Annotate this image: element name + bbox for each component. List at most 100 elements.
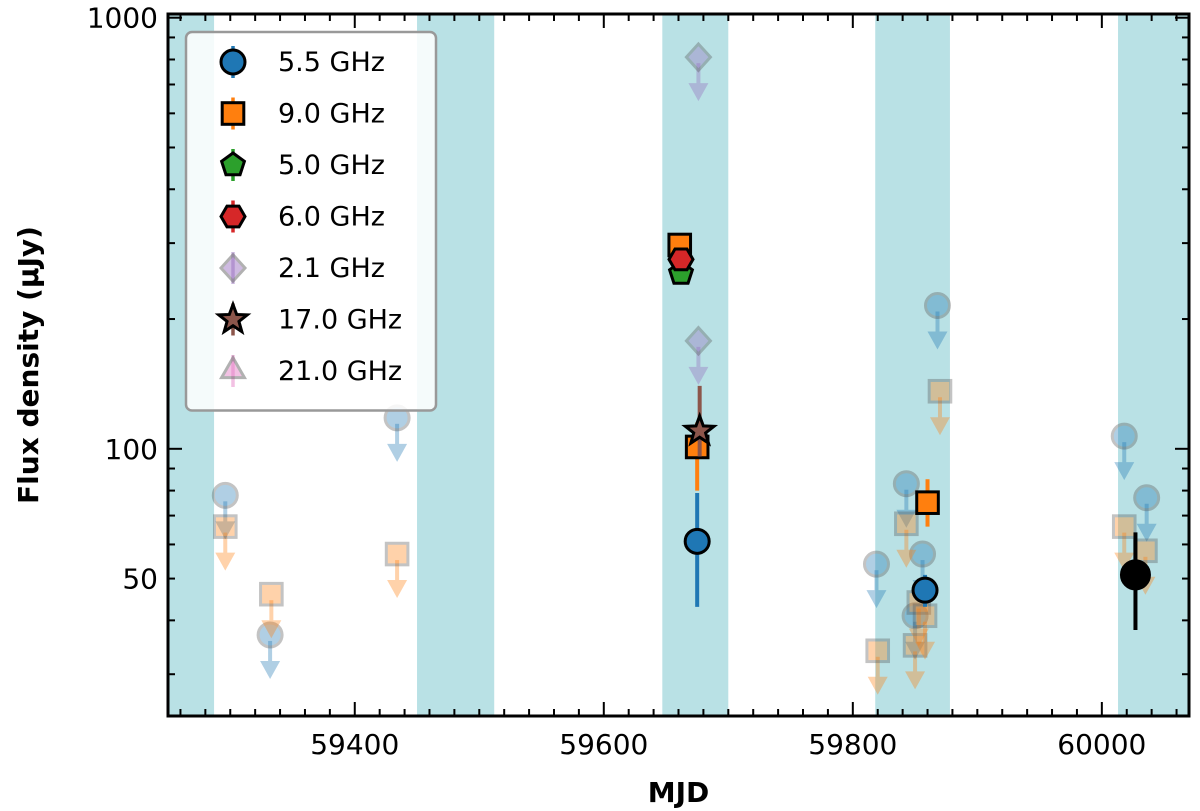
legend-entry-6-0-ghz-label: 6.0 GHz <box>278 202 385 233</box>
detection-17-0-ghz-marker <box>681 411 719 447</box>
upper-limit-9-0-ghz-marker <box>894 511 919 537</box>
upper-limit-5-5-ghz-arrow-head <box>1114 462 1135 481</box>
legend-box <box>184 30 438 412</box>
plot-frame <box>166 12 1191 718</box>
upper-limit-9-0-ghz-marker <box>927 378 953 404</box>
shaded-interval-3 <box>875 14 950 716</box>
upper-limit-2-1-ghz-arrow <box>688 63 709 102</box>
x-tick-label: 60000 <box>1057 728 1146 761</box>
legend-entry-9-0-ghz-marker <box>220 101 246 126</box>
upper-limit-9-0-ghz-arrow-head <box>929 417 950 436</box>
upper-limit-9-0-ghz-marker <box>912 603 938 629</box>
detection-combined-marker <box>1119 559 1151 591</box>
y-tick-label: 100 <box>105 433 158 466</box>
upper-limit-9-0-ghz-arrow <box>929 397 950 436</box>
legend-entry-21-0-ghz-label: 21.0 GHz <box>278 356 402 387</box>
legend-entry-5-0-ghz-marker <box>219 151 247 177</box>
y-tick-label: 1000 <box>87 2 158 35</box>
upper-limit-9-0-ghz-arrow-head <box>1114 552 1135 571</box>
upper-limit-2-1-ghz-marker <box>684 325 713 357</box>
upper-limit-5-5-ghz-arrow-head <box>927 331 948 350</box>
upper-limit-9-0-ghz-arrow <box>261 600 282 639</box>
x-axis-title: MJD <box>648 776 710 809</box>
upper-limit-9-0-ghz-marker <box>1111 514 1137 539</box>
upper-limit-9-0-ghz-marker <box>865 638 891 664</box>
legend-entry-5-5-ghz-marker <box>219 48 247 76</box>
upper-limit-9-0-ghz-arrow <box>867 656 888 695</box>
legend-entry-5-5-ghz-label: 5.5 GHz <box>278 47 385 78</box>
upper-limit-9-0-ghz-arrow <box>1114 532 1135 571</box>
legend-entry-6-0-ghz-marker <box>219 204 247 229</box>
y-axis-title: Flux density (μJy) <box>12 226 45 504</box>
detection-6-0-ghz-marker <box>667 247 695 272</box>
legend-entry-5-0-ghz-label: 5.0 GHz <box>278 150 385 181</box>
legend: 5.5 GHz 9.0 GHz 5.0 GHz 6.0 GHz 2.1 GHz 17.0 … <box>184 30 438 412</box>
upper-limit-9-0-ghz-marker <box>1133 538 1158 564</box>
upper-limit-9-0-ghz-arrow-head <box>867 676 888 695</box>
observation-window-shading <box>168 14 1189 716</box>
upper-limit-9-0-ghz-arrow-head <box>387 580 408 599</box>
upper-limit-9-0-ghz-arrow-head <box>215 552 236 571</box>
upper-limit-5-5-ghz-arrow <box>905 621 926 660</box>
detection-9-0-ghz-marker <box>915 490 940 515</box>
upper-limit-9-0-ghz-marker <box>384 541 410 567</box>
upper-limit-9-0-ghz-arrow-head <box>905 671 926 690</box>
upper-limit-9-0-ghz-arrow <box>908 608 929 647</box>
upper-limit-5-5-ghz-marker <box>862 550 890 578</box>
upper-limit-5-5-ghz-arrow <box>1136 503 1157 542</box>
upper-limit-9-0-ghz-arrow-head <box>915 641 936 660</box>
upper-limit-9-0-ghz-arrow <box>915 621 936 660</box>
legend-entry-2-1-ghz-label: 2.1 GHz <box>278 253 385 284</box>
x-tick-label: 59600 <box>559 728 648 761</box>
x-tick-label: 59400 <box>310 728 399 761</box>
detection-5-5-ghz-marker <box>683 527 711 555</box>
upper-limit-2-1-ghz-arrow-head <box>688 83 709 102</box>
legend-entry-9-0-ghz-label: 9.0 GHz <box>278 99 385 130</box>
upper-limit-9-0-ghz-arrow <box>905 651 926 690</box>
upper-limit-5-5-ghz-arrow <box>260 640 281 679</box>
upper-limit-5-5-ghz-marker <box>1110 422 1138 450</box>
legend-entry-17-0-ghz-marker <box>214 300 252 336</box>
upper-limit-9-0-ghz-arrow <box>215 532 236 571</box>
upper-limit-9-0-ghz-arrow-head <box>261 620 282 639</box>
upper-limit-5-5-ghz-arrow <box>927 311 948 350</box>
upper-limit-5-5-ghz-arrow <box>215 501 236 540</box>
x-tick-label: 59800 <box>808 728 897 761</box>
upper-limit-5-5-ghz-arrow-head <box>905 641 926 660</box>
y-tick-label: 50 <box>122 563 158 596</box>
upper-limit-5-5-ghz-arrow <box>896 489 917 528</box>
upper-limit-5-5-ghz-arrow <box>387 423 408 462</box>
upper-limit-2-1-ghz-arrow <box>688 346 709 385</box>
shaded-interval-4 <box>1118 14 1189 716</box>
upper-limit-5-5-ghz-arrow-head <box>387 443 408 462</box>
upper-limit-9-0-ghz-arrow <box>896 529 917 568</box>
legend-entry-2-1-ghz-marker <box>218 252 248 284</box>
upper-limit-5-5-ghz-arrow <box>1114 442 1135 481</box>
legend-entry-21-0-ghz-marker <box>218 354 248 380</box>
upper-limit-5-5-ghz-marker <box>923 291 951 319</box>
upper-limit-9-0-ghz-arrow <box>387 560 408 599</box>
upper-limit-2-1-ghz-marker <box>684 41 713 73</box>
upper-limit-5-5-ghz-arrow-head <box>1136 523 1157 542</box>
upper-limit-5-5-ghz-marker <box>1133 484 1161 512</box>
upper-limit-5-5-ghz-marker <box>901 602 929 630</box>
upper-limit-9-0-ghz-marker <box>212 514 238 539</box>
detection-5-5-ghz-marker <box>911 576 939 604</box>
upper-limit-5-5-ghz-arrow-head <box>215 521 236 540</box>
upper-limit-5-5-ghz-marker <box>256 621 284 649</box>
upper-limit-2-1-ghz-arrow-head <box>688 366 709 385</box>
upper-limit-5-5-ghz-arrow-head <box>896 509 917 528</box>
upper-limit-9-0-ghz-arrow-head <box>908 628 929 647</box>
upper-limit-5-5-ghz-marker <box>892 470 920 498</box>
data-markers <box>211 41 1161 695</box>
upper-limit-5-5-ghz-marker <box>211 481 239 509</box>
legend-entry-17-0-ghz-label: 17.0 GHz <box>278 305 402 336</box>
upper-limit-5-5-ghz-arrow-head <box>260 660 281 679</box>
axis-ticks: 59400 59600 59800 60000 50 100 1000 <box>87 2 1189 761</box>
upper-limit-9-0-ghz-arrow-head <box>896 549 917 568</box>
upper-limit-9-0-ghz-marker <box>902 633 928 658</box>
upper-limit-5-5-ghz-marker <box>909 540 937 568</box>
upper-limit-9-0-ghz-marker <box>259 581 284 607</box>
upper-limit-5-5-ghz-arrow-head <box>866 590 887 609</box>
